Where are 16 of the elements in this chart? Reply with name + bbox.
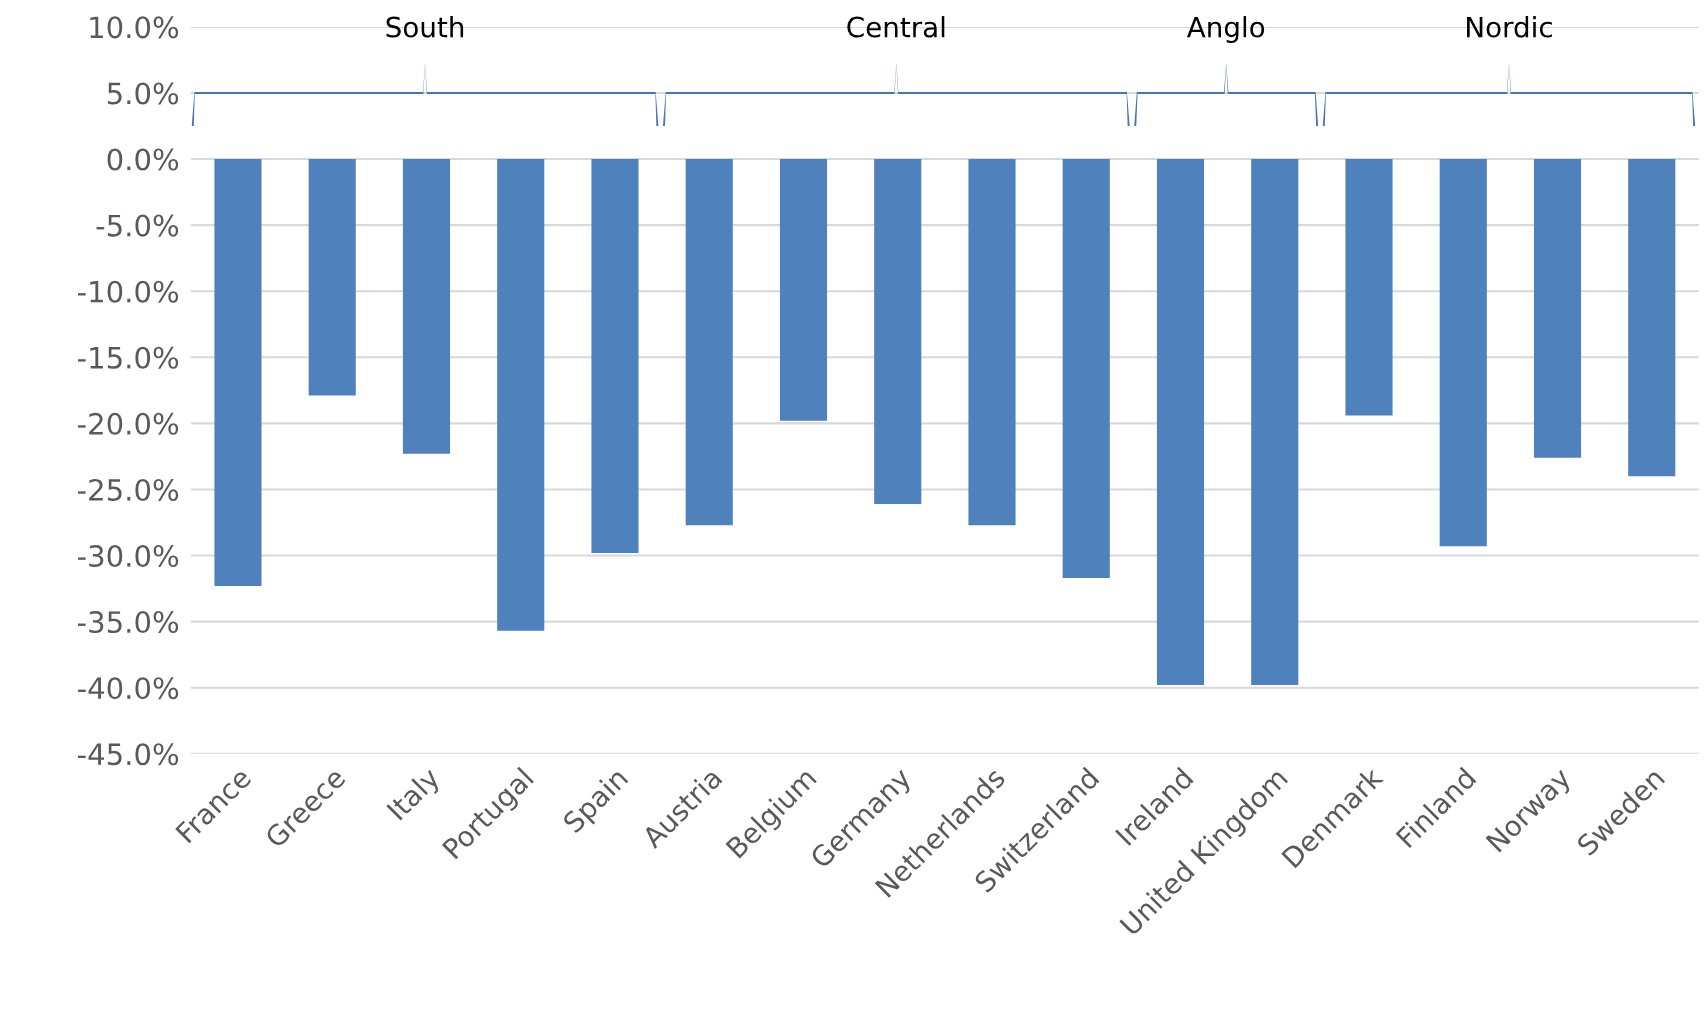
y-tick-label: 0.0% bbox=[107, 148, 179, 171]
y-tick-label: -25.0% bbox=[77, 478, 179, 501]
y-tick-label: -35.0% bbox=[77, 611, 179, 634]
annotation: Nordic bbox=[1467, 16, 1552, 38]
y-tick-label: -15.0% bbox=[77, 346, 179, 369]
y-tick-label: -5.0% bbox=[96, 214, 179, 237]
y-tick-label: -10.0% bbox=[77, 280, 179, 303]
y-tick-label: 10.0% bbox=[90, 16, 179, 39]
y-tick-label: -40.0% bbox=[77, 677, 179, 700]
annotation: Central bbox=[847, 16, 945, 38]
y-tick-label: 5.0% bbox=[107, 82, 179, 105]
y-tick-label: -20.0% bbox=[77, 412, 179, 435]
annotation: South bbox=[386, 16, 464, 38]
annotation: Anglo bbox=[1186, 16, 1265, 43]
y-tick-label: -30.0% bbox=[77, 544, 179, 568]
y-tick-label: -45.0% bbox=[77, 743, 179, 766]
